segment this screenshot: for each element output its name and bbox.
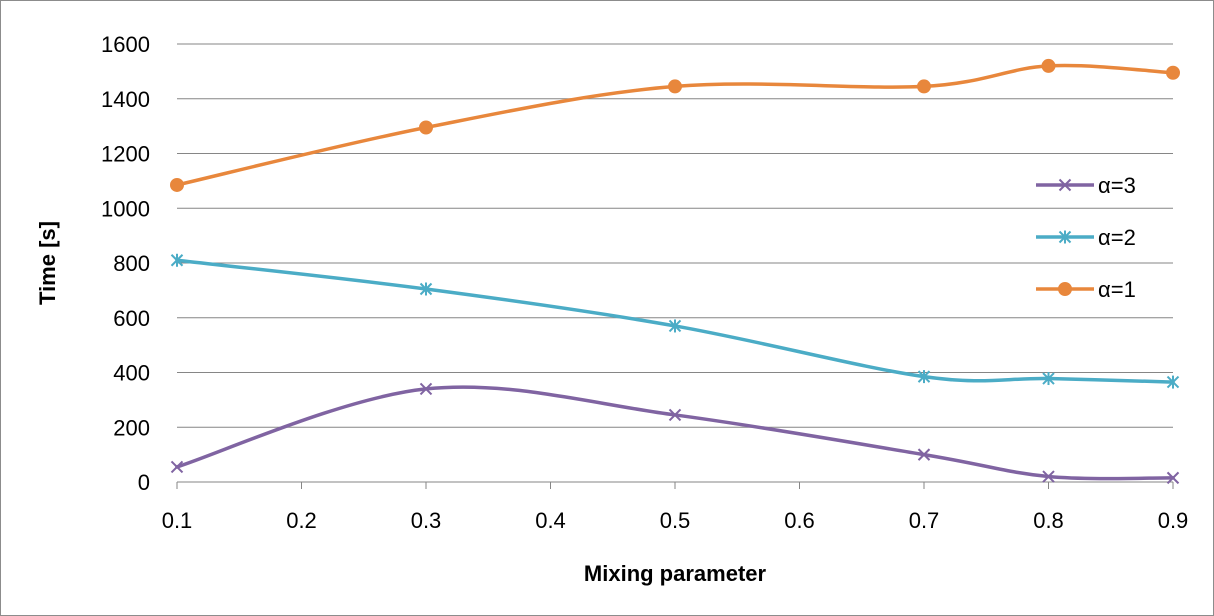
data-point — [419, 120, 433, 135]
data-point — [1042, 470, 1055, 483]
series-lines — [175, 63, 1175, 481]
data-point — [1166, 375, 1180, 389]
data-point — [1042, 372, 1055, 386]
series-line-1 — [175, 385, 1175, 481]
x-tick-label: 0.9 — [1158, 508, 1189, 533]
data-point — [668, 79, 682, 94]
x-tick-label: 0.6 — [784, 508, 815, 533]
legend-marker — [1058, 178, 1072, 192]
legend-item: α=3 — [1036, 173, 1136, 198]
y-tick-label: 200 — [113, 415, 150, 440]
y-tick-label: 0 — [138, 470, 150, 495]
tick-labels: 0 200 400 600 800 1000 1200 1400 1600 0.1 0.2 0.3 0.… — [101, 32, 1188, 533]
data-point — [170, 253, 184, 267]
legend-label: α=3 — [1098, 173, 1136, 198]
y-tick-label: 600 — [113, 306, 150, 331]
y-tick-label: 1200 — [101, 142, 150, 167]
data-point — [917, 370, 931, 384]
data-point — [419, 382, 433, 396]
x-tick-label: 0.1 — [162, 508, 193, 533]
legend-label: α=1 — [1098, 277, 1136, 302]
legend-item: α=1 — [1036, 277, 1136, 302]
x-tick-label: 0.8 — [1033, 508, 1064, 533]
y-tick-label: 1400 — [101, 87, 150, 112]
data-point — [170, 460, 184, 474]
legend-item: α=2 — [1036, 225, 1136, 250]
data-point — [170, 177, 184, 192]
data-point — [917, 448, 931, 461]
x-tick-label: 0.7 — [909, 508, 940, 533]
data-point — [1166, 471, 1180, 485]
x-tick-label: 0.3 — [411, 508, 442, 533]
data-point — [668, 408, 682, 422]
data-point — [917, 79, 931, 94]
y-tick-label: 1600 — [101, 32, 150, 57]
legend-marker — [1058, 282, 1072, 296]
x-tick-label: 0.2 — [286, 508, 317, 533]
legend-marker — [1058, 230, 1072, 244]
gridlines — [177, 43, 1173, 428]
x-tick-label: 0.5 — [660, 508, 691, 533]
y-tick-label: 1000 — [101, 196, 150, 221]
x-axis-title: Mixing parameter — [584, 561, 767, 586]
series-markers — [170, 58, 1180, 485]
data-point — [1166, 65, 1180, 80]
y-tick-label: 800 — [113, 251, 150, 276]
legend: α=3 α=2 α=1 — [1036, 173, 1136, 302]
data-point — [1041, 58, 1056, 73]
legend-label: α=2 — [1098, 225, 1136, 250]
x-tick-label: 0.4 — [535, 508, 566, 533]
y-axis-title: Time [s] — [35, 221, 60, 305]
y-tick-label: 400 — [113, 361, 150, 386]
data-point — [668, 319, 682, 333]
data-point — [419, 282, 433, 296]
axes — [176, 481, 1174, 489]
